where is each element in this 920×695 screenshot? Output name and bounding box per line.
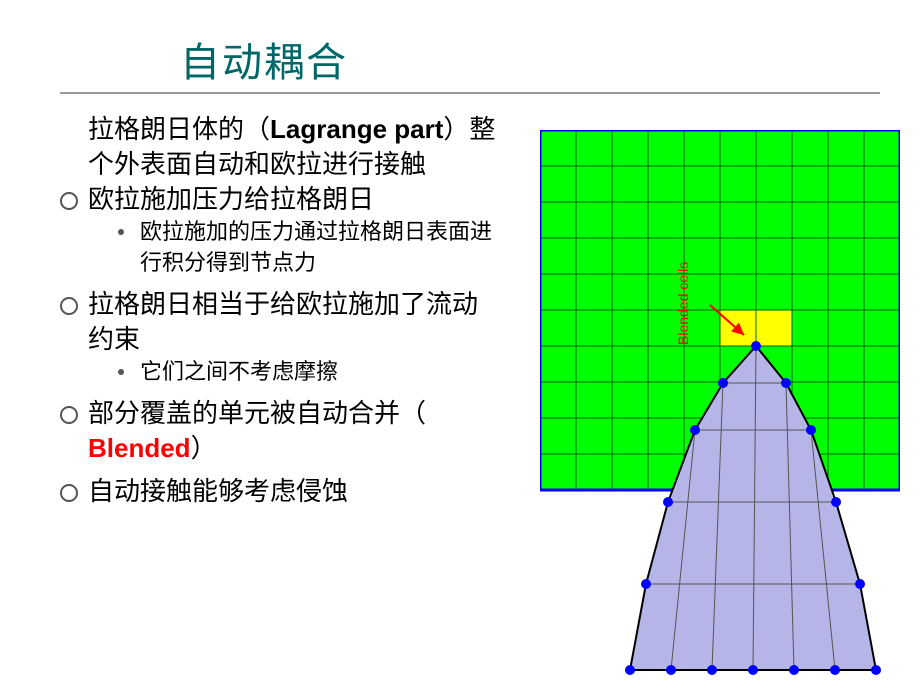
text-column: 拉格朗日体的（Lagrange part）整个外表面自动和欧拉进行接触 欧拉施加… [60,112,500,517]
b2-text: 欧拉施加压力给拉格朗日 [88,185,374,214]
b3-sub: 它们之间不考虑摩擦 [88,357,500,388]
slide-title: 自动耦合 [60,30,880,94]
bullet-list-top: 拉格朗日体的（Lagrange part）整个外表面自动和欧拉进行接触 [60,112,500,182]
bullet-5: 自动接触能够考虑侵蚀 [60,474,500,509]
bullet-2-1: 欧拉施加的压力通过拉格朗日表面进行积分得到节点力 [88,217,500,279]
bullet-4: 部分覆盖的单元被自动合并（ Blended） [60,396,500,466]
slide: 自动耦合 拉格朗日体的（Lagrange part）整个外表面自动和欧拉进行接触… [0,0,920,690]
b4-pre: 部分覆盖的单元被自动合并（ [88,399,426,428]
b3-text: 拉格朗日相当于给欧拉施加了流动约束 [88,290,478,354]
svg-text:Blended cells: Blended cells [675,262,691,345]
b2-sub: 欧拉施加的压力通过拉格朗日表面进行积分得到节点力 [88,217,500,279]
b4-en: Blended [88,433,191,463]
b1-pre: 拉格朗日体的（ [88,115,270,144]
diagram-column: Blended cells [540,130,900,670]
bullet-3-1: 它们之间不考虑摩擦 [88,357,500,388]
diagram-svg: Blended cells [540,130,900,690]
content-row: 拉格朗日体的（Lagrange part）整个外表面自动和欧拉进行接触 欧拉施加… [60,112,880,517]
bullet-1: 拉格朗日体的（Lagrange part）整个外表面自动和欧拉进行接触 [60,112,500,182]
b4-post: ） [191,434,217,463]
b1-en: Lagrange part [270,114,443,144]
bullet-list-main: 欧拉施加压力给拉格朗日 欧拉施加的压力通过拉格朗日表面进行积分得到节点力 拉格朗… [60,182,500,509]
bullet-3: 拉格朗日相当于给欧拉施加了流动约束 它们之间不考虑摩擦 [60,287,500,388]
bullet-2: 欧拉施加压力给拉格朗日 欧拉施加的压力通过拉格朗日表面进行积分得到节点力 [60,182,500,279]
